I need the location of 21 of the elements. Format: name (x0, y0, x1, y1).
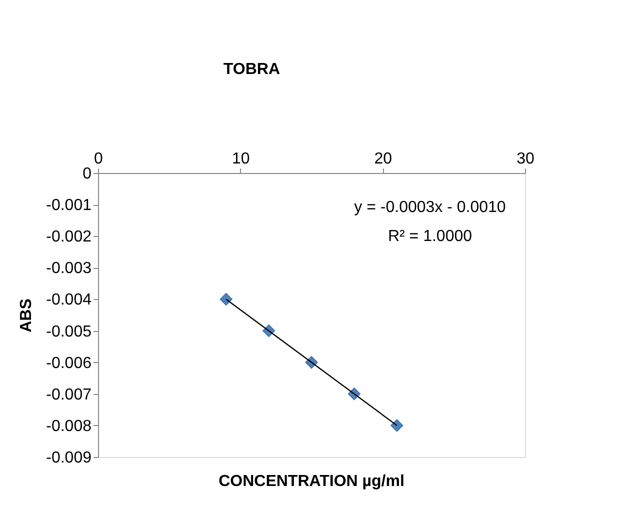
y-tick-label: -0.001 (46, 197, 92, 214)
point (220, 292, 232, 306)
y-tick-label: -0.004 (46, 292, 92, 309)
y-tick-label: -0.007 (46, 386, 92, 404)
chart-title: TOBRA (223, 61, 280, 78)
y-tick-label: -0.006 (46, 354, 92, 372)
y-tick-label: -0.008 (46, 418, 92, 435)
x-axis-title: CONCENTRATION µg/ml (218, 473, 404, 490)
y-tick-label: -0.002 (46, 228, 92, 246)
x-tick-label: 10 (232, 150, 250, 168)
y-tick-label: -0.005 (46, 323, 92, 340)
x-tick-label: 0 (94, 150, 104, 168)
annotation: R² = 1.0000 (388, 228, 472, 245)
annotation: y = -0.0003x - 0.0010 (354, 199, 506, 216)
y-tick-label: 0 (82, 166, 92, 182)
y-tick-label: -0.003 (46, 260, 92, 278)
y-axis-title: ABS (18, 298, 36, 332)
point (390, 419, 404, 432)
x-tick-label: 20 (374, 150, 392, 168)
y-tick-label: -0.009 (46, 450, 92, 466)
x-tick-label: 30 (516, 150, 534, 168)
